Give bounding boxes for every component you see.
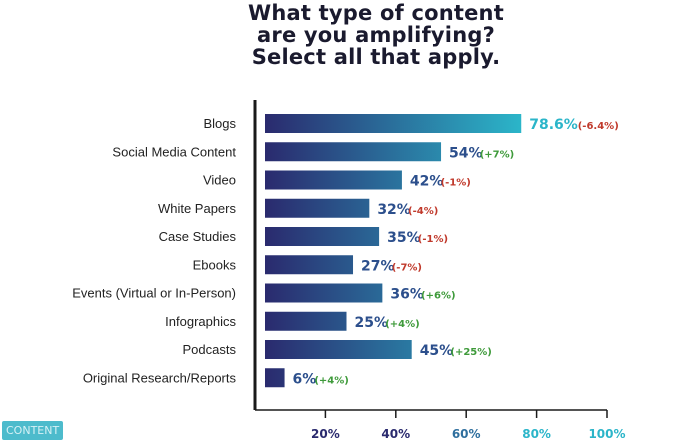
bar bbox=[265, 311, 347, 331]
bar bbox=[265, 198, 370, 218]
value-label: 25% bbox=[355, 315, 389, 331]
change-label: (-1%) bbox=[418, 234, 448, 245]
chart-title-line-3: Select all that apply. bbox=[251, 45, 501, 69]
value-label: 42% bbox=[410, 174, 444, 190]
change-label: (-4%) bbox=[408, 206, 438, 217]
category-label: Original Research/Reports bbox=[83, 370, 237, 385]
change-label: (-7%) bbox=[392, 262, 422, 273]
chart-title-line-1: What type of content bbox=[248, 1, 504, 25]
chart-title-line-2: are you amplifying? bbox=[257, 23, 495, 47]
value-label: 78.6% bbox=[529, 117, 578, 133]
category-label: Social Media Content bbox=[112, 144, 236, 159]
change-label: (-6.4%) bbox=[578, 121, 619, 132]
category-label: Blogs bbox=[203, 116, 236, 131]
value-label: 35% bbox=[387, 230, 421, 246]
x-tick-label: 80% bbox=[522, 427, 551, 441]
value-label: 6% bbox=[293, 371, 317, 387]
value-label: 45% bbox=[420, 343, 454, 359]
change-label: (-1%) bbox=[441, 178, 471, 189]
brand-logo-text: CONTENT bbox=[6, 424, 60, 437]
x-tick-label: 100% bbox=[588, 427, 625, 441]
change-label: (+7%) bbox=[480, 149, 515, 160]
bar bbox=[265, 368, 285, 388]
bar bbox=[265, 170, 402, 190]
bar bbox=[265, 255, 354, 275]
bar bbox=[265, 227, 380, 246]
x-tick-label: 20% bbox=[311, 427, 340, 441]
chart-title: What type of content are you amplifying?… bbox=[0, 2, 700, 68]
category-label: Events (Virtual or In-Person) bbox=[72, 286, 236, 301]
x-tick-label: 60% bbox=[452, 427, 481, 441]
category-label: White Papers bbox=[158, 201, 237, 216]
brand-logo: CONTENT bbox=[2, 421, 64, 440]
change-label: (+4%) bbox=[385, 319, 420, 330]
change-label: (+6%) bbox=[421, 291, 456, 302]
value-label: 36% bbox=[390, 287, 424, 303]
bar bbox=[265, 340, 412, 359]
bar bbox=[265, 283, 383, 303]
bar bbox=[265, 142, 442, 162]
category-label: Podcasts bbox=[183, 342, 237, 357]
change-label: (+25%) bbox=[450, 347, 491, 358]
x-tick-label: 40% bbox=[381, 427, 410, 441]
category-label: Ebooks bbox=[193, 257, 237, 272]
value-label: 27% bbox=[361, 258, 395, 274]
change-label: (+4%) bbox=[314, 375, 349, 386]
category-label: Video bbox=[203, 173, 236, 188]
bar bbox=[265, 114, 522, 133]
category-label: Case Studies bbox=[159, 229, 237, 244]
category-label: Infographics bbox=[165, 314, 236, 329]
value-label: 54% bbox=[449, 145, 483, 161]
value-label: 32% bbox=[377, 202, 411, 218]
